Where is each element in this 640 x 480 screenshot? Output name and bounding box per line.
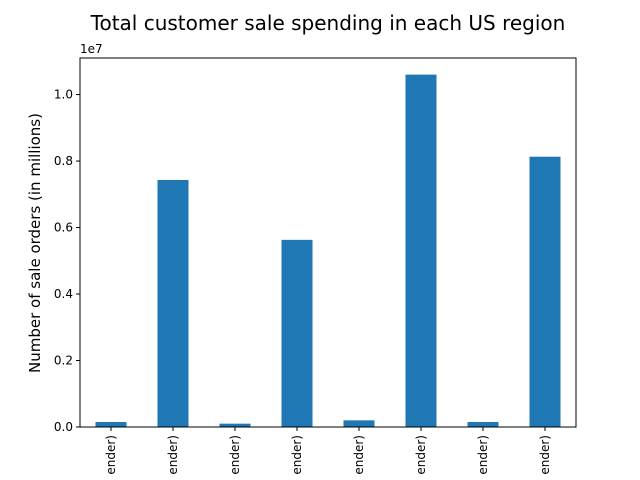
y-tick-label: 1.0 xyxy=(54,88,73,102)
bar xyxy=(95,422,127,427)
x-tick-label: ender) xyxy=(290,435,304,475)
bar xyxy=(281,239,313,427)
y-tick-label: 0.8 xyxy=(54,154,73,168)
chart-title: Total customer sale spending in each US … xyxy=(90,11,566,35)
bar xyxy=(467,422,499,427)
x-tick-label: ender) xyxy=(352,435,366,475)
y-tick-label: 0.4 xyxy=(54,287,73,301)
y-tick-label: 0.0 xyxy=(54,420,73,434)
y-axis: 0.0 0.2 0.4 0.6 0.8 1.0 xyxy=(54,88,80,434)
y-tick-label: 0.6 xyxy=(54,221,73,235)
x-tick-label: ender) xyxy=(414,435,428,475)
bars xyxy=(95,74,561,428)
x-tick-label: ender) xyxy=(228,435,242,475)
bar xyxy=(343,420,375,427)
y-tick-label: 0.2 xyxy=(54,354,73,368)
bar xyxy=(405,74,437,428)
x-tick-label: ender) xyxy=(538,435,552,475)
x-tick-label: ender) xyxy=(166,435,180,475)
x-tick-label: ender) xyxy=(104,435,118,475)
y-axis-offset-label: 1e7 xyxy=(80,42,103,56)
x-axis: ender) ender) ender) ender) ender) ender) ende… xyxy=(104,427,552,475)
bar xyxy=(157,180,189,427)
plot-frame xyxy=(79,57,577,428)
x-tick-label: ender) xyxy=(476,435,490,475)
y-axis-label: Number of sale orders (in millions) xyxy=(26,113,44,373)
bar xyxy=(219,423,251,427)
bar xyxy=(529,156,561,428)
